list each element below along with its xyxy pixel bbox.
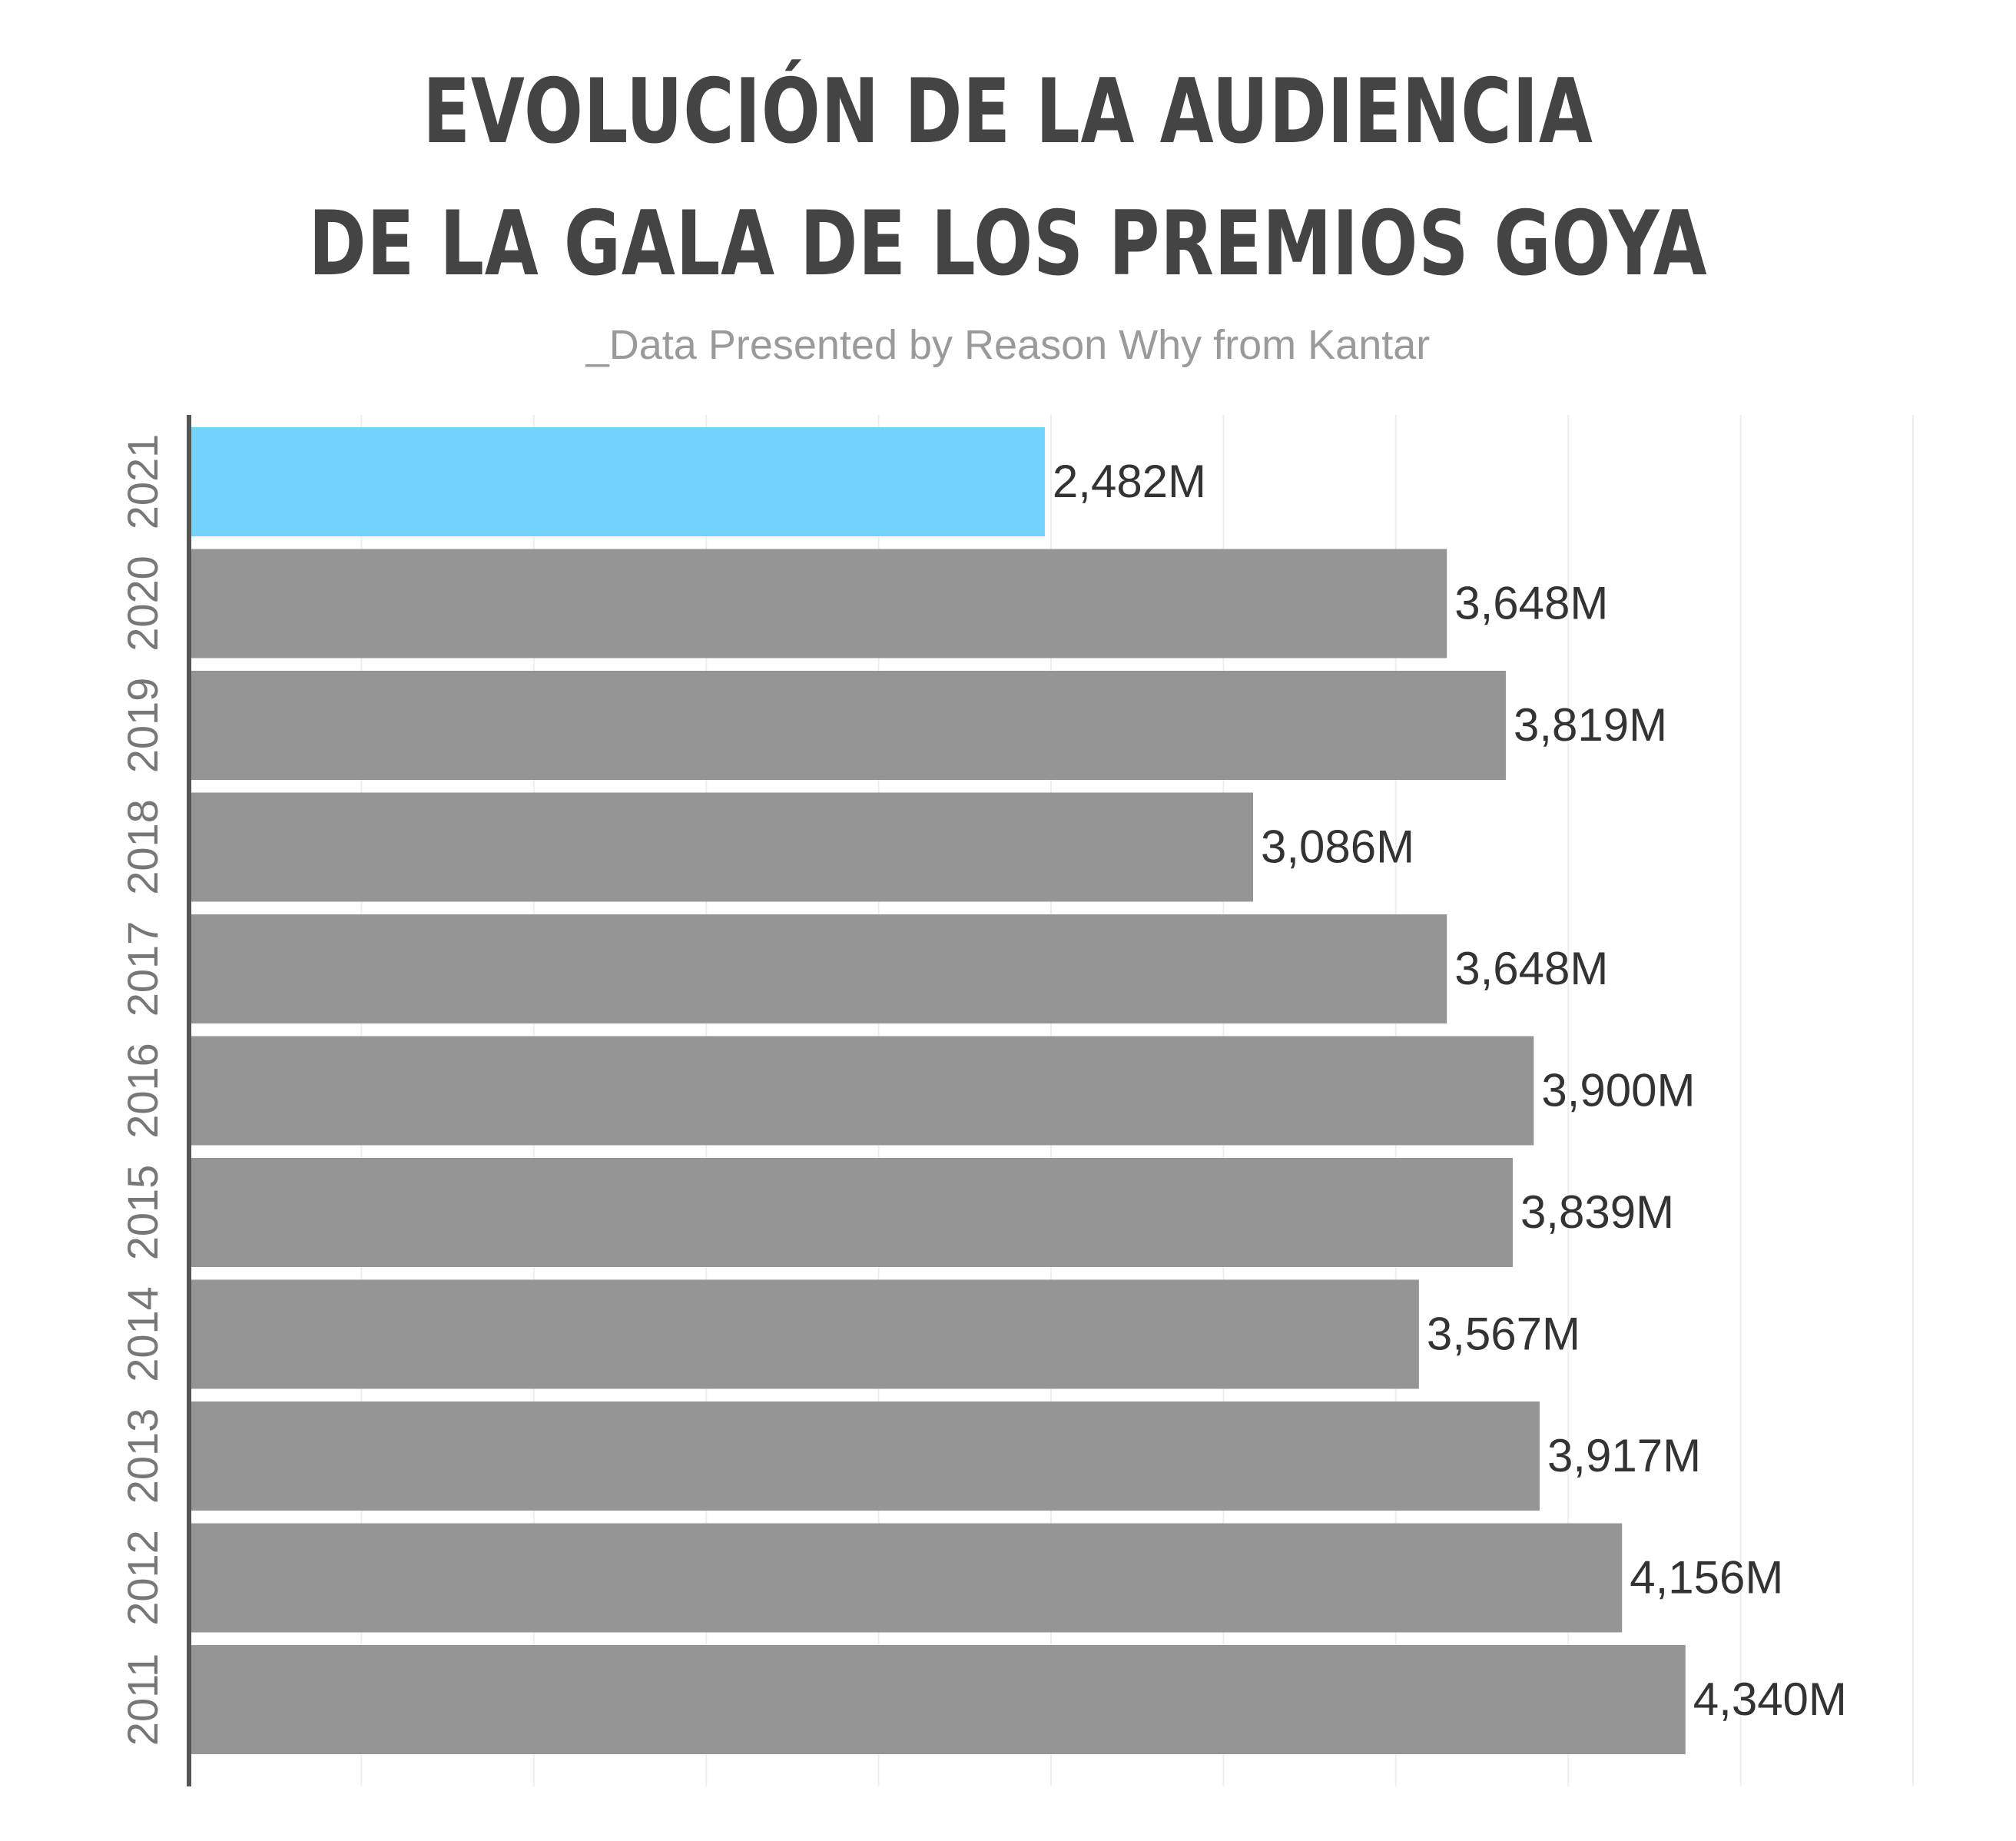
year-label-2020: 2020	[118, 556, 167, 652]
value-label-2013: 3,917M	[1547, 1430, 1701, 1481]
bar-2019	[189, 671, 1506, 780]
value-label-2011: 4,340M	[1693, 1673, 1847, 1725]
bar-2012	[189, 1523, 1623, 1633]
value-label-2016: 3,900M	[1541, 1065, 1695, 1116]
value-label-2012: 4,156M	[1630, 1552, 1783, 1604]
chart-title-line-2: DE LA GALA DE LOS PREMIOS GOYA	[308, 192, 1708, 296]
value-label-2019: 3,819M	[1514, 699, 1667, 751]
bar-2013	[189, 1401, 1540, 1511]
value-label-2014: 3,567M	[1427, 1309, 1580, 1360]
bar-2017	[189, 914, 1447, 1023]
bar-2011	[189, 1645, 1686, 1754]
value-label-2020: 3,648M	[1454, 578, 1608, 629]
chart-subtitle: _Data Presented by Reason Why from Kanta…	[585, 322, 1431, 368]
year-label-2017: 2017	[118, 921, 167, 1017]
year-label-2018: 2018	[118, 799, 167, 895]
year-label-2013: 2013	[118, 1408, 167, 1504]
year-label-2011: 2011	[118, 1654, 167, 1746]
title-block: EVOLUCIÓN DE LA AUDIENCIA DE LA GALA DE …	[0, 46, 2016, 369]
chart-title-line-1: EVOLUCIÓN DE LA AUDIENCIA	[423, 60, 1593, 164]
bar-2014	[189, 1279, 1419, 1389]
value-label-2015: 3,839M	[1520, 1186, 1674, 1238]
bar-2015	[189, 1158, 1513, 1267]
year-label-2014: 2014	[118, 1286, 167, 1382]
value-label-2017: 3,648M	[1454, 943, 1608, 994]
year-label-2021: 2021	[118, 434, 167, 530]
bar-2018	[189, 792, 1253, 902]
value-label-2021: 2,482M	[1053, 456, 1206, 507]
bar-2020	[189, 549, 1447, 658]
year-label-2012: 2012	[118, 1530, 167, 1626]
year-label-2015: 2015	[118, 1165, 167, 1261]
bar-2016	[189, 1036, 1534, 1146]
year-label-2019: 2019	[118, 678, 167, 774]
bar-2021	[189, 427, 1045, 536]
year-label-2016: 2016	[118, 1043, 167, 1139]
value-label-2018: 3,086M	[1261, 821, 1414, 873]
